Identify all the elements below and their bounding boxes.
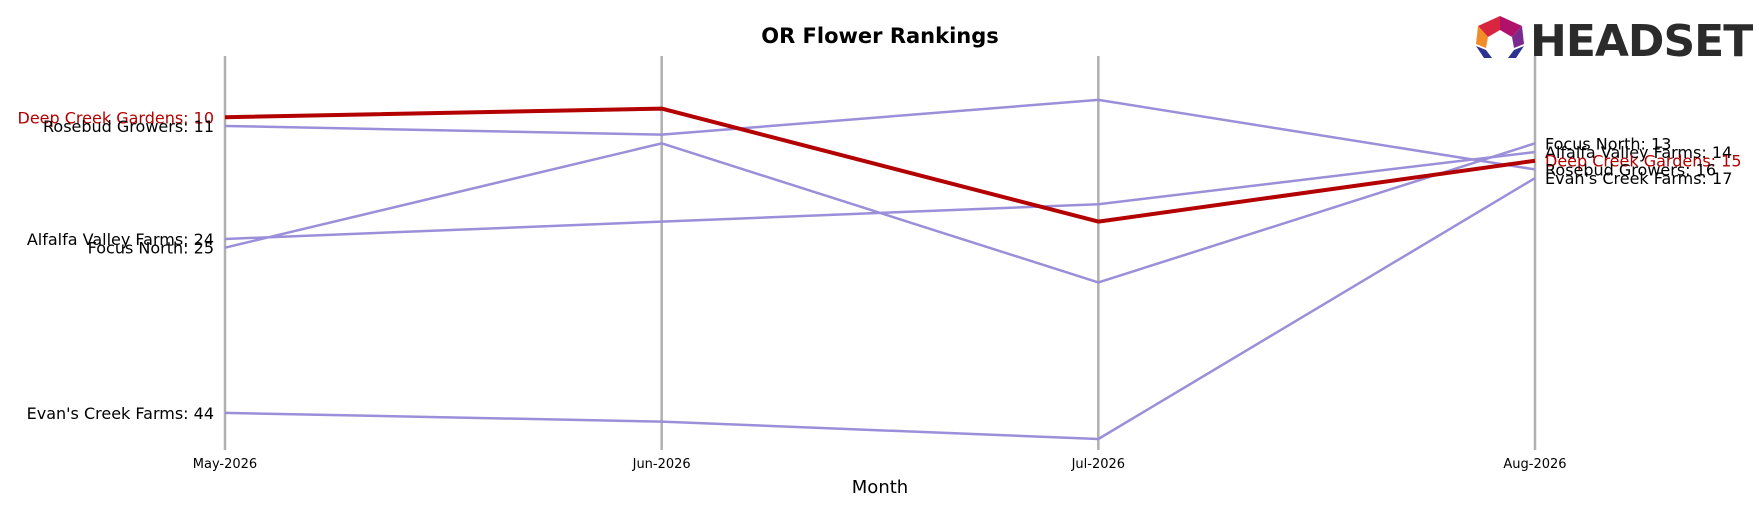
headset-logo: HEADSET (1476, 16, 1754, 67)
right-rank-label: Deep Creek Gardens: 15 (1545, 152, 1742, 171)
right-rank-label: Evan's Creek Farms: 17 (1545, 169, 1732, 188)
x-axis-label: Month (852, 477, 908, 498)
left-rank-label: Focus North: 25 (88, 239, 214, 258)
left-rank-label: Evan's Creek Farms: 44 (27, 404, 214, 423)
x-tick-label: Aug-2026 (1503, 457, 1566, 472)
chart-title: OR Flower Rankings (761, 24, 999, 48)
right-rank-label: Rosebud Growers: 16 (1545, 160, 1716, 179)
right-rank-label: Focus North: 13 (1545, 134, 1671, 153)
series-line (224, 98, 1536, 171)
series-lines (224, 98, 1536, 441)
left-rank-label: Alfalfa Valley Farms: 24 (27, 230, 214, 249)
headset-logo-mark (1476, 16, 1524, 58)
headset-logo-text: HEADSET (1530, 16, 1753, 67)
x-tick-labels: May-2026 Jun-2026 Jul-2026 Aug-2026 (193, 457, 1567, 472)
right-rank-label: Alfalfa Valley Farms: 14 (1545, 143, 1732, 162)
x-tick-label: May-2026 (193, 457, 257, 472)
series-line (224, 106, 1536, 224)
x-tick-label: Jun-2026 (632, 457, 691, 472)
series-line (224, 177, 1536, 441)
left-rank-label: Deep Creek Gardens: 10 (18, 108, 215, 127)
month-gridlines (223, 56, 1537, 450)
left-rank-label: Rosebud Growers: 11 (43, 117, 214, 136)
x-tick-label: Jul-2026 (1071, 457, 1125, 472)
series-line (224, 142, 1536, 284)
